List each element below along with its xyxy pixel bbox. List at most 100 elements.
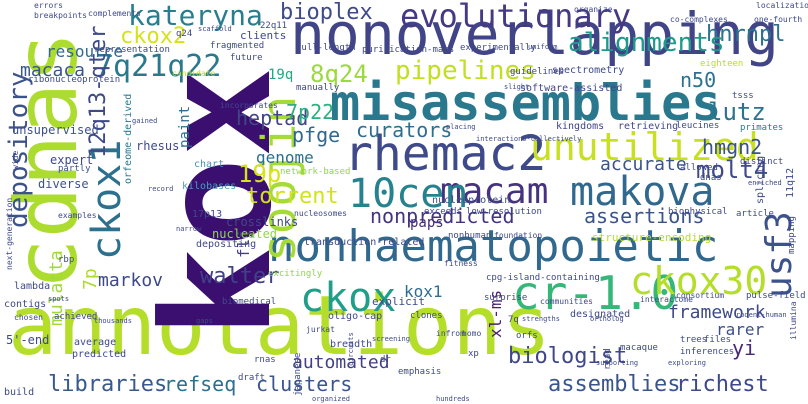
word-fitness: fitness — [444, 259, 478, 268]
word-wide: wide — [11, 150, 20, 170]
word-ribonucleoprotein: ribonucleoprotein — [28, 75, 121, 85]
word-chart: chart — [194, 159, 225, 170]
word-kingdoms: kingdoms — [556, 121, 605, 132]
word-kateryna: kateryna — [128, 0, 263, 32]
word-breadth: breadth — [330, 339, 373, 350]
word-supporting: supporting — [596, 359, 639, 367]
word-bioplex: bioplex — [280, 0, 373, 25]
word-biologist: biologist — [508, 344, 628, 369]
word-examples: examples — [58, 211, 97, 220]
word-pipelines: pipelines — [395, 56, 536, 86]
word-complements: complements — [88, 9, 141, 18]
word-expert: expert — [50, 153, 94, 167]
word-jurkat: jurkat — [306, 325, 335, 334]
word-homo: homo — [462, 329, 482, 338]
word-macaque: macaque — [620, 343, 658, 353]
word-walter: walter — [200, 264, 280, 289]
word-genome: genome — [256, 148, 314, 167]
word-rnas: rnas — [254, 355, 276, 365]
word-hundreds: hundreds — [436, 395, 470, 403]
word-xp: xp — [468, 349, 479, 359]
word-unsupervised: unsupervised — [12, 123, 99, 137]
word-unutilized: unutilized — [530, 125, 759, 169]
word-rhemac2: rhemac2 — [344, 126, 547, 182]
word-nucleated: nucleated — [212, 227, 278, 241]
word-lutz: lutz — [708, 98, 766, 126]
word-pulse-field: pulse-field — [746, 291, 806, 301]
word-strengths: strengths — [522, 315, 560, 323]
word-molt4: molt4 — [696, 156, 769, 184]
word-depositing: depositing — [196, 239, 257, 250]
word-cpg: cpg-island-containing — [486, 273, 600, 283]
word-rbp: rbp — [58, 255, 75, 265]
word-incorporates: incorporates — [220, 101, 278, 110]
word-8q24: 8q24 — [310, 60, 368, 88]
word-19p: 19p — [238, 160, 282, 188]
word-dr: dr — [380, 355, 391, 365]
word-libraries: libraries — [48, 372, 168, 397]
word-yi: yi — [732, 336, 757, 360]
word-paint: paint — [177, 105, 193, 148]
word-one-fourth: one-fourth — [754, 15, 803, 24]
word-orfs: orfs — [516, 331, 538, 341]
word-enriched: enriched — [748, 179, 782, 187]
word-next-generation: next-generation — [5, 197, 14, 270]
word-interactome: interactome — [640, 295, 693, 304]
word-rhesus: rhesus — [136, 139, 180, 153]
word-contigs: contigs — [4, 299, 47, 310]
word-article: article — [736, 209, 774, 219]
word-hmgn2: hmgn2 — [702, 135, 763, 159]
word-biophysical: biophysical — [668, 207, 728, 217]
word-inferences: inferences — [680, 347, 735, 357]
word-curators: curators — [356, 118, 453, 142]
word-crosslinks: crosslinks — [226, 215, 299, 229]
word-surprise: surprise — [484, 293, 528, 303]
word-11q12: 11q12 — [785, 167, 796, 198]
word-exceeds: exceeds — [424, 207, 462, 217]
word-assemblies: assemblies — [548, 372, 681, 397]
word-thousands: thousands — [94, 317, 132, 325]
word-5-end: 5'-end — [6, 333, 50, 347]
word-diverse: diverse — [38, 177, 89, 191]
word-narrow: narrow — [176, 225, 202, 233]
word-torrent: torrent — [246, 184, 339, 209]
word-low-resolution: low-resolution — [466, 207, 542, 217]
word-ckox2: ckox2 — [120, 24, 187, 49]
word-assertions: assertions — [584, 204, 705, 228]
word-annotations: annotations — [8, 279, 552, 374]
word-scaffold: scaffold — [198, 25, 232, 33]
word-structure-encoding: structure-encoding — [592, 231, 712, 244]
word-q24: q24 — [176, 29, 193, 39]
word-excitingly: excitingly — [268, 269, 323, 279]
word-predicted: predicted — [72, 349, 127, 360]
word-trees: trees — [680, 335, 708, 345]
word-communities: communities — [540, 297, 593, 306]
word-nonoverlapping: nonoverlapping — [290, 0, 779, 68]
word-screening: screening — [372, 335, 410, 343]
word-record: record — [148, 185, 174, 193]
word-allowed: allowed — [680, 163, 718, 173]
word-oligo-cap: oligo-cap — [328, 311, 383, 322]
word-emphasis: emphasis — [398, 367, 442, 377]
word-nonhaematopoietic: nonhaematopoietic — [268, 221, 719, 272]
word-errors: errors — [34, 1, 63, 10]
word-paps: paps — [410, 215, 444, 231]
word-alignments: alignments — [568, 28, 725, 58]
word-richest: richest — [676, 372, 769, 397]
word-spots: spots — [48, 295, 70, 303]
word-22q11: 22q11 — [260, 21, 288, 31]
word-framework: framework — [668, 302, 766, 323]
word-retrieving: retrieving — [618, 121, 679, 132]
word-placing: placing — [446, 123, 476, 131]
word-designated: designated — [570, 309, 631, 320]
word-localizations: localizations — [756, 1, 808, 10]
word-nonhuman: nonhuman — [448, 231, 492, 241]
word-representation: representation — [94, 45, 170, 55]
word-heptad: heptad — [236, 106, 309, 130]
word-leucines: leucines — [676, 121, 720, 131]
word-lambda: lambda — [14, 281, 51, 292]
word-chosen: chosen — [14, 313, 43, 322]
word-spectrometry: spectrometry — [552, 65, 625, 76]
word-ckox30: ckox30 — [630, 259, 768, 303]
word-future: future — [230, 53, 263, 63]
